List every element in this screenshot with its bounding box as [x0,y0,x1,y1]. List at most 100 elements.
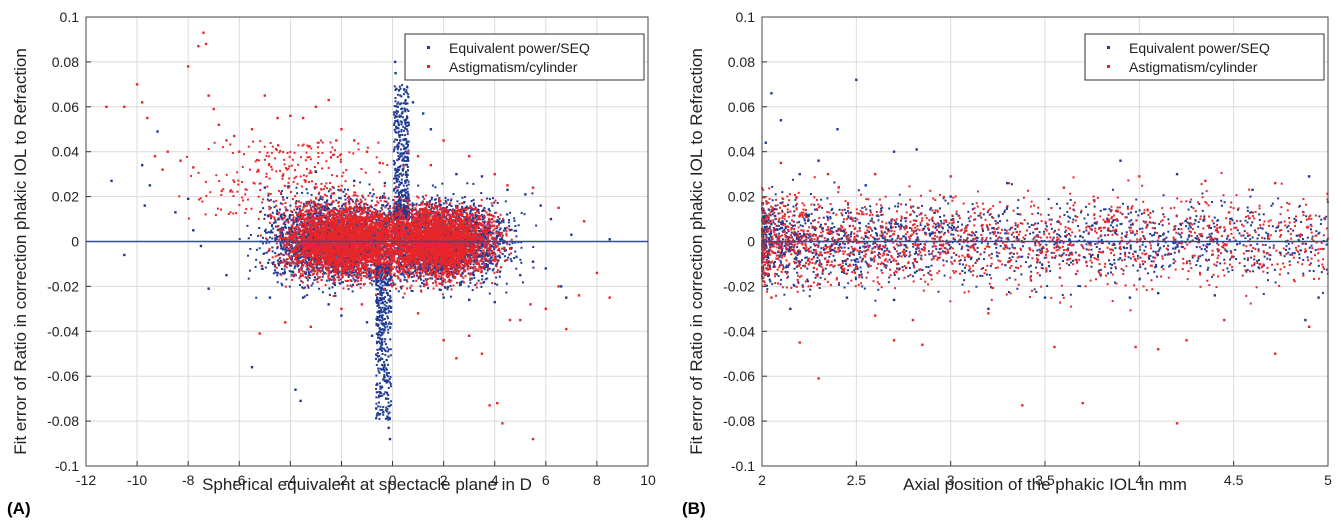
data-point [491,204,494,207]
data-point [408,199,411,202]
data-point [503,249,506,252]
data-point [398,197,401,200]
data-point [478,247,481,250]
data-point [288,217,291,220]
data-point [332,282,335,285]
y-tick-label: 0.02 [52,189,79,205]
data-point [260,267,263,270]
data-point [301,286,304,289]
data-point [447,220,450,223]
data-point [285,262,288,265]
data-point [485,249,488,252]
data-point [502,242,505,245]
data-point [304,259,307,262]
data-point [483,225,486,228]
data-point [365,211,368,214]
data-point [431,277,434,280]
data-point [470,277,473,280]
data-point [332,207,335,210]
data-point [483,233,486,236]
x-tick-label: 4 [491,472,499,488]
data-point [334,207,337,210]
data-point [490,245,493,248]
data-point [371,195,374,198]
data-point [492,245,495,248]
data-point [312,266,315,269]
data-point [472,243,475,246]
data-point [267,261,270,264]
data-point [360,232,363,235]
data-point [514,241,517,244]
data-point [370,279,373,282]
data-point [469,209,472,212]
data-point [476,223,479,226]
data-point [344,271,347,274]
data-point [280,231,283,234]
data-point [266,238,269,241]
data-point [264,228,267,231]
data-point [318,207,321,210]
data-point [513,219,516,222]
data-point [472,202,475,205]
data-point [443,216,446,219]
data-point [328,287,331,290]
data-point [468,253,471,256]
data-point [288,269,291,272]
data-point [503,241,506,244]
data-point [332,269,335,272]
data-point [351,290,354,293]
data-point [279,242,282,245]
data-point [492,268,495,271]
x-tick-label: -12 [76,472,96,488]
data-point [281,234,284,237]
data-point [337,188,340,191]
data-point [323,201,326,204]
data-point [483,268,486,271]
data-point [467,254,470,257]
data-point [402,237,405,240]
data-point [379,255,382,258]
data-point [407,197,410,200]
data-point [499,227,502,230]
data-point [308,272,311,275]
data-point [401,272,404,275]
data-point [261,267,264,270]
data-point [383,237,386,240]
data-point [397,290,400,293]
data-point [353,206,356,209]
data-point [343,195,346,198]
data-point [531,192,534,195]
data-point [271,231,274,234]
data-point [532,266,535,269]
data-point [370,199,373,202]
data-point [383,246,386,249]
data-point [283,268,286,271]
data-point [407,247,410,250]
data-point [334,284,337,287]
data-point [288,215,291,218]
data-point [310,209,313,212]
data-point [412,271,415,274]
data-point [421,195,424,198]
data-point [290,258,293,261]
data-point [342,257,345,260]
data-point [292,241,295,244]
data-point [368,206,371,209]
data-point [273,269,276,272]
data-point [414,268,417,271]
data-point [301,191,304,194]
data-point [452,273,455,276]
data-point [439,256,442,259]
data-point [408,275,411,278]
data-point [454,219,457,222]
data-point [383,213,386,216]
data-point [304,273,307,276]
data-point [405,266,408,269]
data-point [433,211,436,214]
data-point [255,248,258,251]
data-point [417,184,420,187]
data-point [474,221,477,224]
data-point [408,229,411,232]
data-point [469,263,472,266]
data-point [372,280,375,283]
